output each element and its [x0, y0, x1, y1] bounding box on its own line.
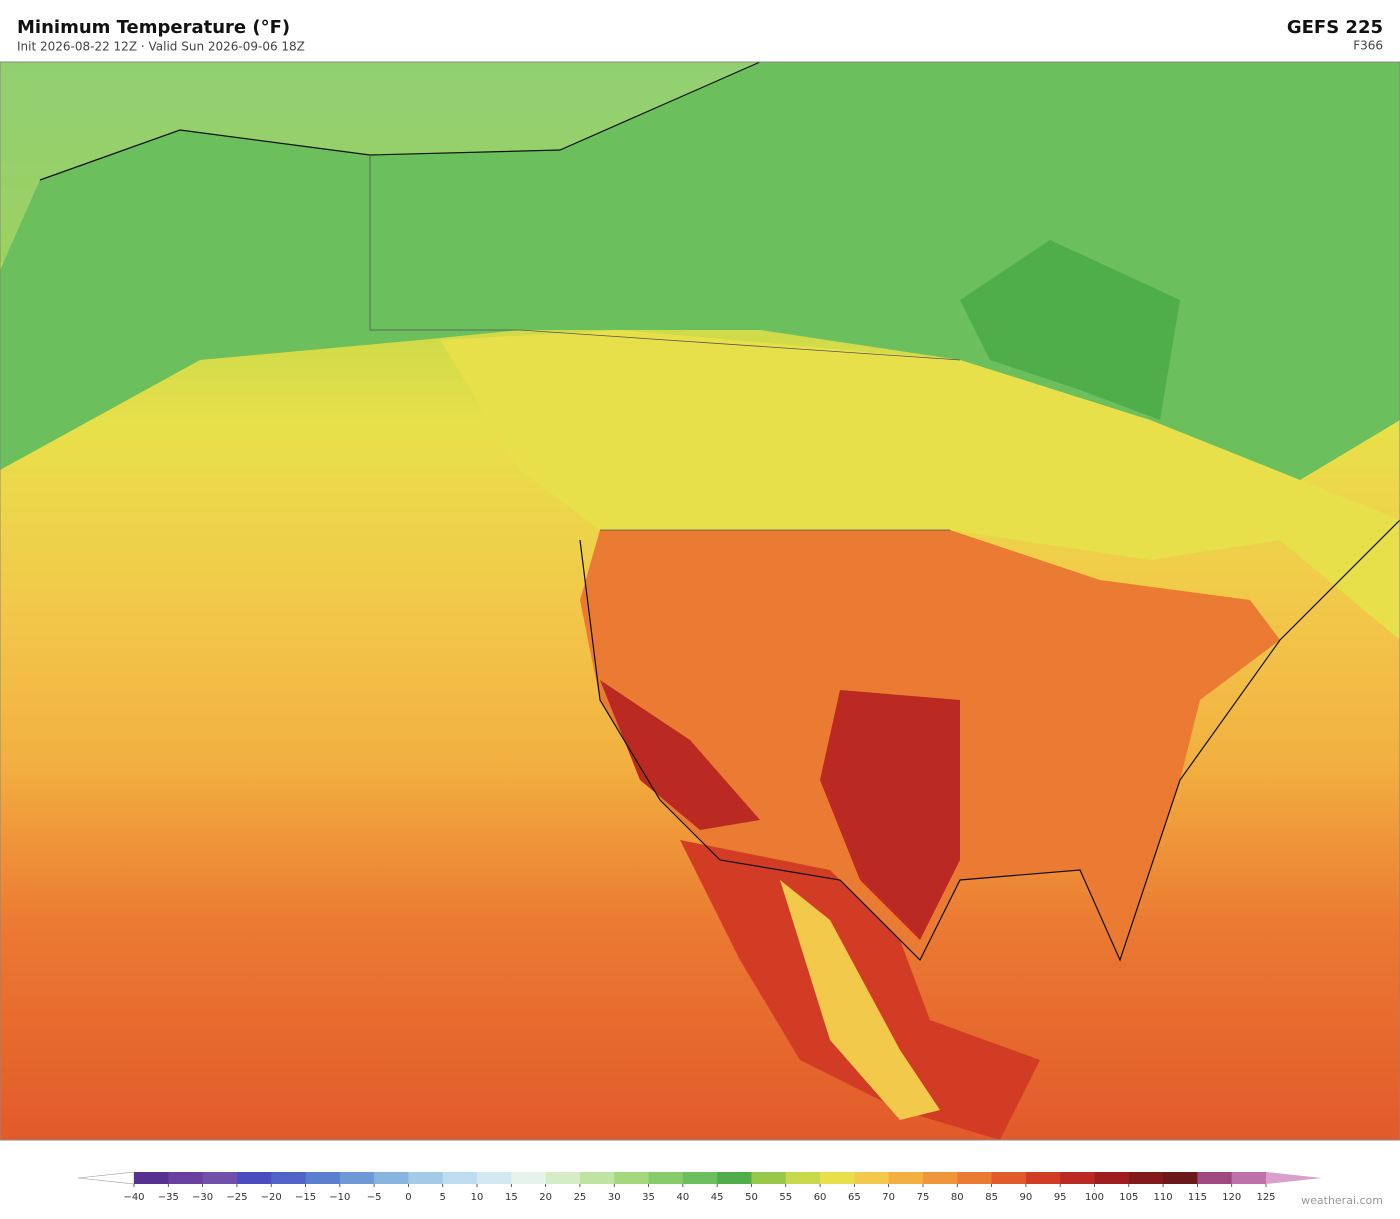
tick-label: 80: [951, 1192, 964, 1203]
color-bin: [236, 1172, 272, 1184]
color-bin: [305, 1172, 341, 1184]
model: GEFS 225: [1287, 17, 1383, 38]
subtitle: Init 2026-08-22 12Z · Valid Sun 2026-09-…: [17, 40, 305, 54]
color-bin: [374, 1172, 409, 1184]
color-bin: [1163, 1172, 1198, 1184]
tick-label: 0: [405, 1192, 411, 1203]
color-bin: [1128, 1172, 1164, 1184]
color-bin: [1025, 1172, 1061, 1184]
tick-label: 70: [882, 1192, 895, 1203]
tick-label: 75: [917, 1192, 930, 1203]
color-bin: [134, 1172, 169, 1184]
color-bin: [408, 1172, 444, 1184]
tick-label: 95: [1054, 1192, 1067, 1203]
tick-label: 35: [642, 1192, 655, 1203]
tick-label: 20: [539, 1192, 552, 1203]
tick-label: 60: [814, 1192, 827, 1203]
color-bin: [717, 1172, 752, 1184]
color-bin: [922, 1172, 958, 1184]
tick-label: 10: [471, 1192, 484, 1203]
color-bin: [271, 1172, 306, 1184]
map: [0, 61, 1400, 1140]
tick-label: 40: [676, 1192, 689, 1203]
tick-label: −25: [226, 1192, 247, 1203]
tick-label: 120: [1222, 1192, 1241, 1203]
tick-label: 30: [608, 1192, 621, 1203]
credit: weatherai.com: [1301, 1194, 1383, 1207]
tick-label: 110: [1154, 1192, 1173, 1203]
tick-label: 65: [848, 1192, 861, 1203]
color-bin: [614, 1172, 649, 1184]
color-bin: [1231, 1172, 1267, 1184]
forecast-hour: F366: [1353, 39, 1383, 53]
tick-label: 90: [1020, 1192, 1033, 1203]
map-frame: [0, 61, 1400, 1141]
tick-label: 125: [1256, 1192, 1275, 1203]
over-arrow: [1266, 1172, 1322, 1184]
tick-label: −20: [261, 1192, 282, 1203]
tick-label: 15: [505, 1192, 518, 1203]
title: Minimum Temperature (°F): [17, 17, 290, 38]
tick-label: 100: [1085, 1192, 1104, 1203]
color-bin: [579, 1172, 615, 1184]
under-arrow: [77, 1171, 135, 1185]
color-bin: [545, 1172, 581, 1184]
tick-label: −40: [123, 1192, 144, 1203]
color-bin: [168, 1172, 204, 1184]
color-bin: [854, 1172, 890, 1184]
tick-label: 85: [985, 1192, 998, 1203]
tick-label: −30: [192, 1192, 213, 1203]
color-bin: [888, 1172, 924, 1184]
color-bin: [820, 1172, 855, 1184]
color-bin: [991, 1172, 1027, 1184]
tick-label: 50: [745, 1192, 758, 1203]
color-bin: [682, 1172, 718, 1184]
tick-label: 55: [779, 1192, 792, 1203]
tick-label: −35: [158, 1192, 179, 1203]
tick-label: −10: [329, 1192, 350, 1203]
colorbar: −40 −35 −30 −25 −20 −15 −10 −5 0 5 10 15 20 25 30 35 40 4…: [77, 1171, 1322, 1203]
tick-label: 115: [1188, 1192, 1207, 1203]
color-bin: [785, 1172, 821, 1184]
tick-label: 105: [1119, 1192, 1138, 1203]
color-bin: [957, 1172, 992, 1184]
color-bin: [477, 1172, 512, 1184]
tick-label: −15: [295, 1192, 316, 1203]
tick-label: −5: [367, 1192, 382, 1203]
color-bin: [751, 1172, 787, 1184]
color-bin: [511, 1172, 547, 1184]
color-bin: [339, 1172, 375, 1184]
tick-label: 45: [711, 1192, 724, 1203]
tick-label: 25: [574, 1192, 587, 1203]
color-bin: [648, 1172, 684, 1184]
color-bin: [202, 1172, 238, 1184]
color-bin: [1197, 1172, 1233, 1184]
color-bin: [1060, 1172, 1095, 1184]
color-bin: [1094, 1172, 1130, 1184]
tick-label: 5: [440, 1192, 446, 1203]
color-bin: [442, 1172, 478, 1184]
